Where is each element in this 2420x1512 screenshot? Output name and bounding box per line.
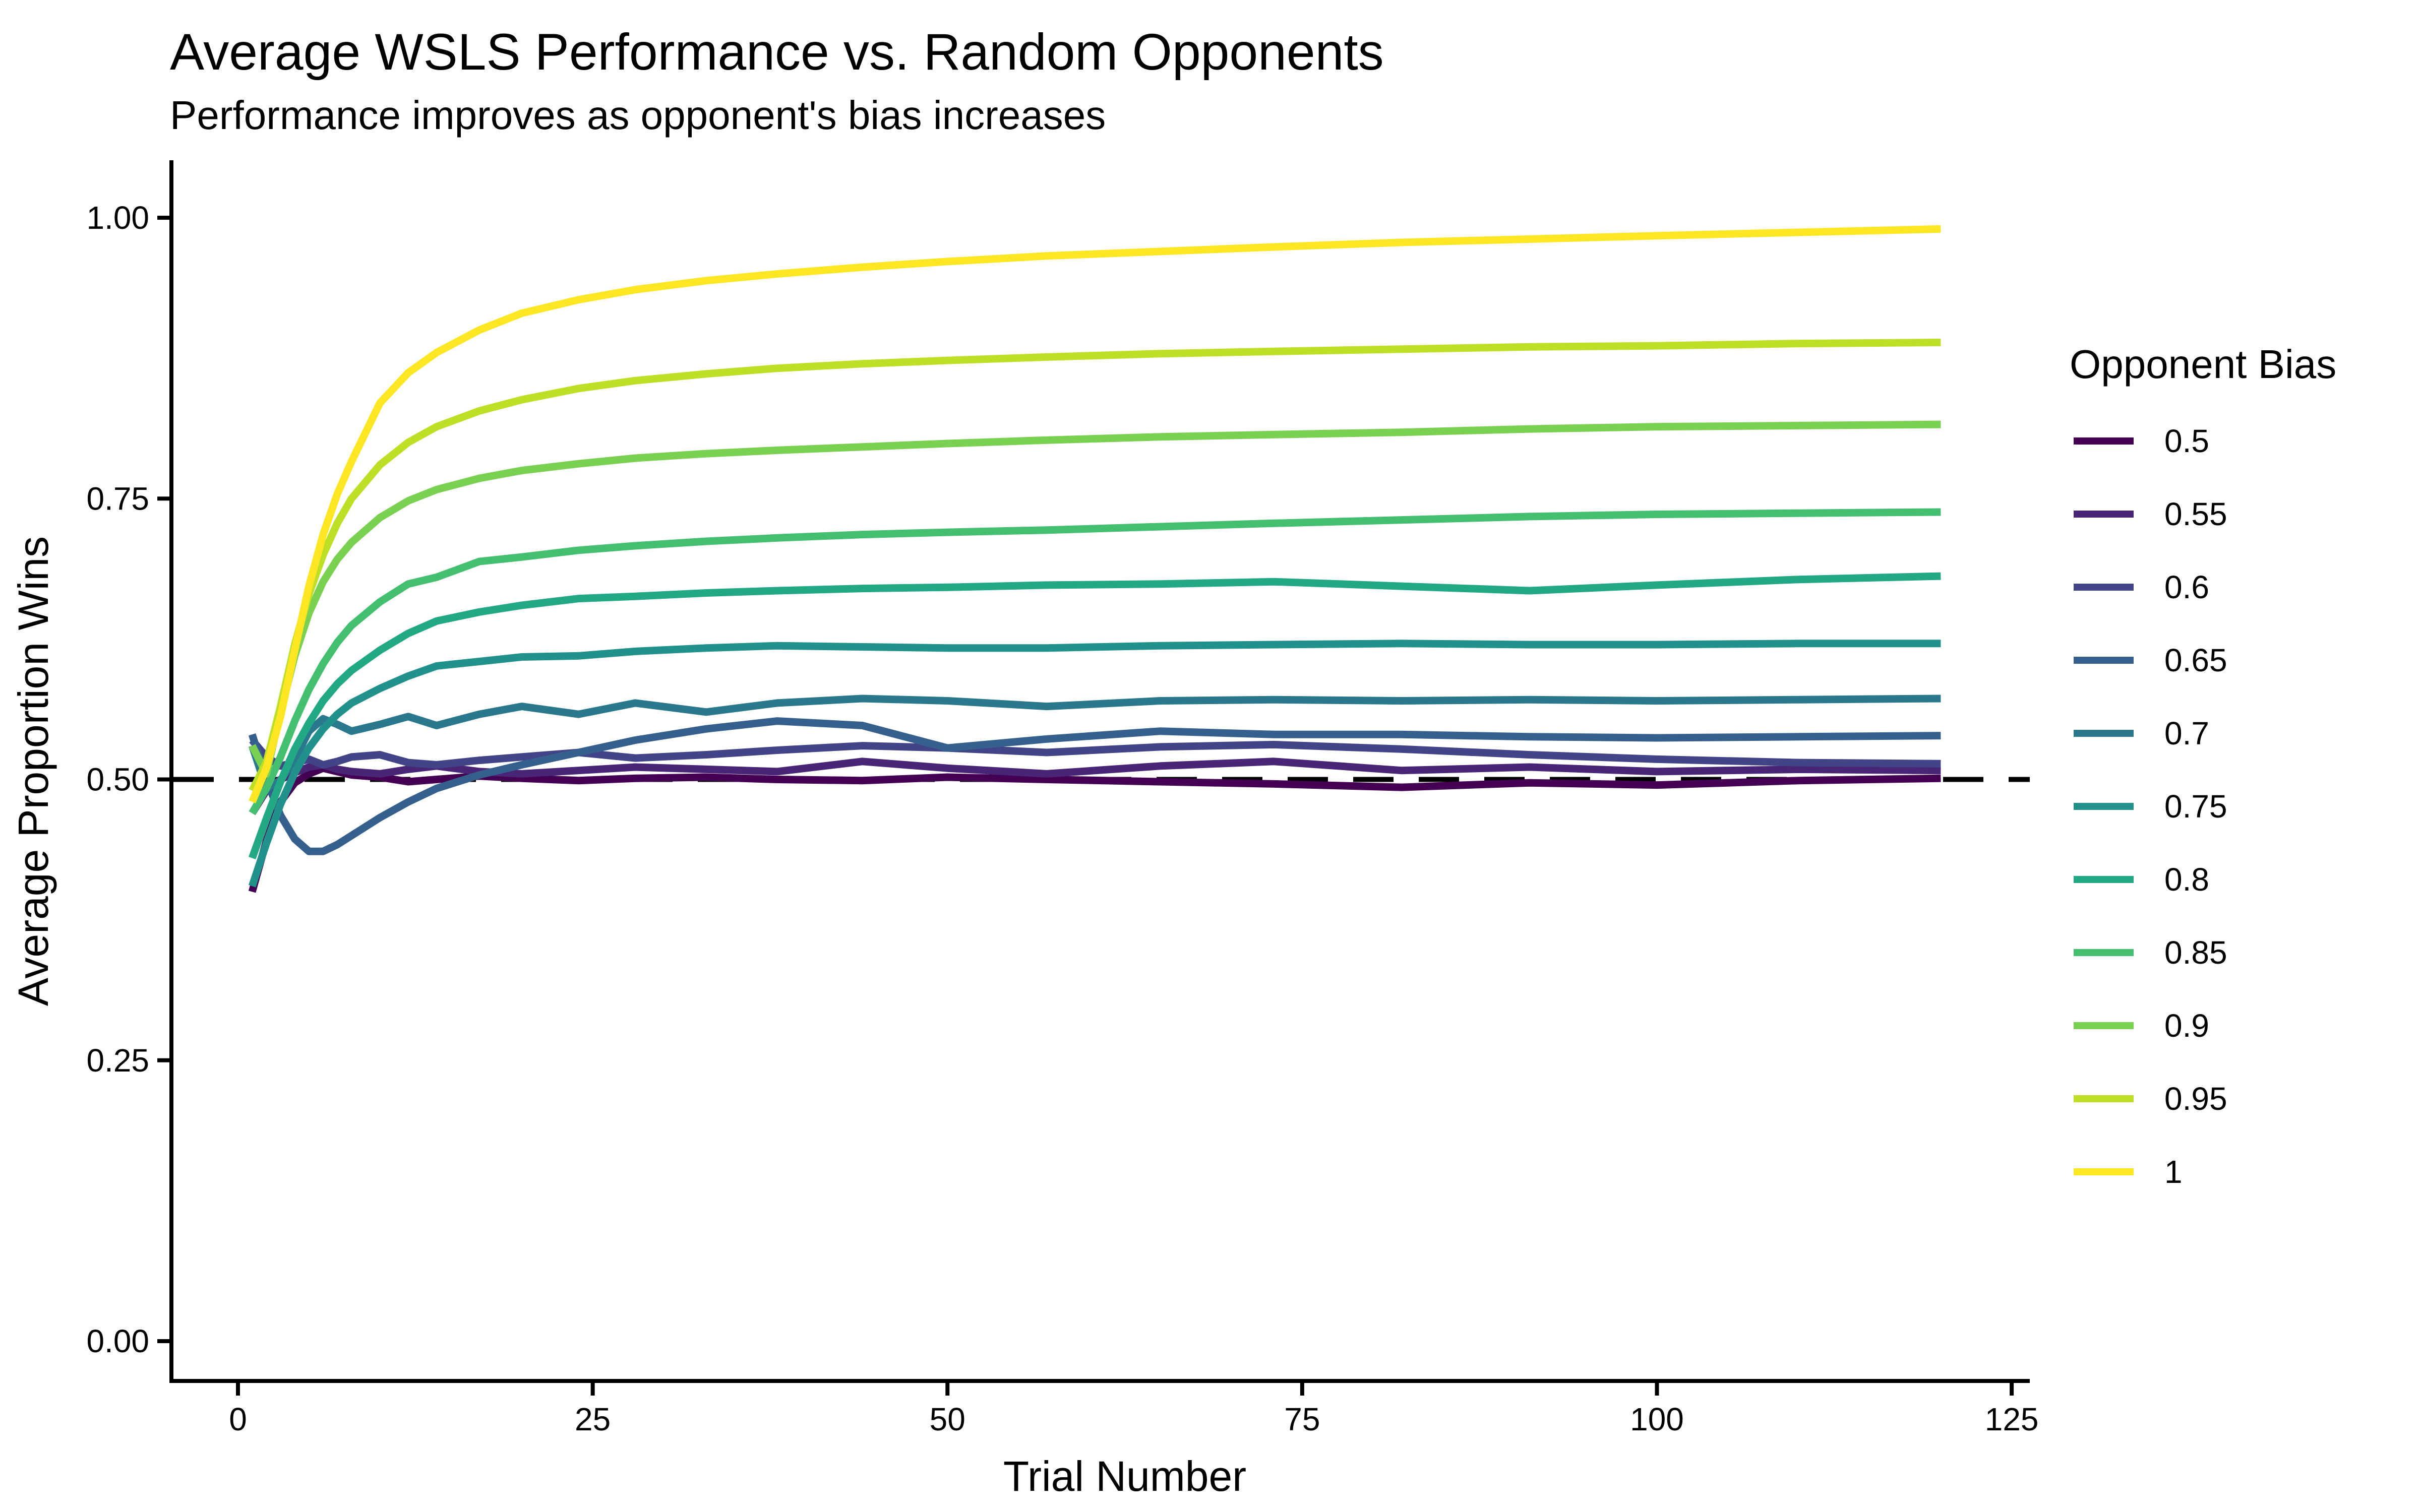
series-line-0.7	[248, 695, 1941, 792]
legend-label-0.95: 0.95	[2164, 1081, 2227, 1117]
series-line-0.6	[249, 737, 1941, 770]
series-line-0.75	[248, 640, 1941, 888]
x-axis-ticks: 0 25 50 75 100 125	[229, 1383, 2039, 1437]
series-line-0.85	[249, 508, 1941, 815]
series-line-0.5	[248, 764, 1941, 893]
legend-label-0.7: 0.7	[2164, 715, 2209, 751]
legend-label-0.5: 0.5	[2164, 423, 2209, 459]
y-tick-label: 0.25	[86, 1042, 149, 1079]
legend: Opponent Bias 0.50.550.60.650.70.750.80.…	[2070, 342, 2336, 1190]
series-line-0.8	[249, 572, 1941, 860]
legend-label-0.65: 0.65	[2164, 642, 2227, 678]
x-tick-label: 0	[229, 1401, 247, 1437]
legend-label-1: 1	[2164, 1154, 2183, 1190]
y-axis-ticks: 0.00 0.25 0.50 0.75 1.00	[86, 200, 169, 1359]
x-axis-title: Trial Number	[1003, 1453, 1246, 1500]
y-tick-label: 0.50	[86, 762, 149, 798]
legend-label-0.75: 0.75	[2164, 788, 2227, 825]
x-tick-label: 25	[575, 1401, 611, 1437]
legend-items: 0.5 0.55 0.6 0.65 0.7 0.75 0.8 0.85 0.9 0.95 1	[2074, 423, 2227, 1190]
series-line-0.65	[248, 717, 1941, 855]
chart-title: Average WSLS Performance vs. Random Oppo…	[170, 23, 1384, 81]
y-tick-label: 1.00	[86, 200, 149, 236]
y-axis-title: Average Proportion Wins	[10, 536, 57, 1006]
series-line-0.55	[249, 758, 1941, 815]
x-tick-label: 125	[1985, 1401, 2039, 1437]
x-tick-label: 50	[930, 1401, 965, 1437]
chart-subtitle: Performance improves as opponent's bias …	[170, 93, 1106, 138]
x-tick-label: 75	[1284, 1401, 1320, 1437]
legend-label-0.85: 0.85	[2164, 934, 2227, 971]
legend-label-0.55: 0.55	[2164, 496, 2227, 532]
y-tick-label: 0.75	[86, 480, 149, 517]
legend-label-0.6: 0.6	[2164, 569, 2209, 605]
series-layer	[248, 225, 1941, 893]
legend-title: Opponent Bias	[2070, 342, 2336, 387]
x-tick-label: 100	[1630, 1401, 1684, 1437]
series-line-0.95	[249, 338, 1941, 793]
series-line-1	[249, 225, 1941, 804]
y-tick-label: 0.00	[86, 1323, 149, 1359]
legend-label-0.8: 0.8	[2164, 861, 2209, 898]
legend-label-0.9: 0.9	[2164, 1007, 2209, 1044]
series-line-0.9	[249, 420, 1941, 778]
